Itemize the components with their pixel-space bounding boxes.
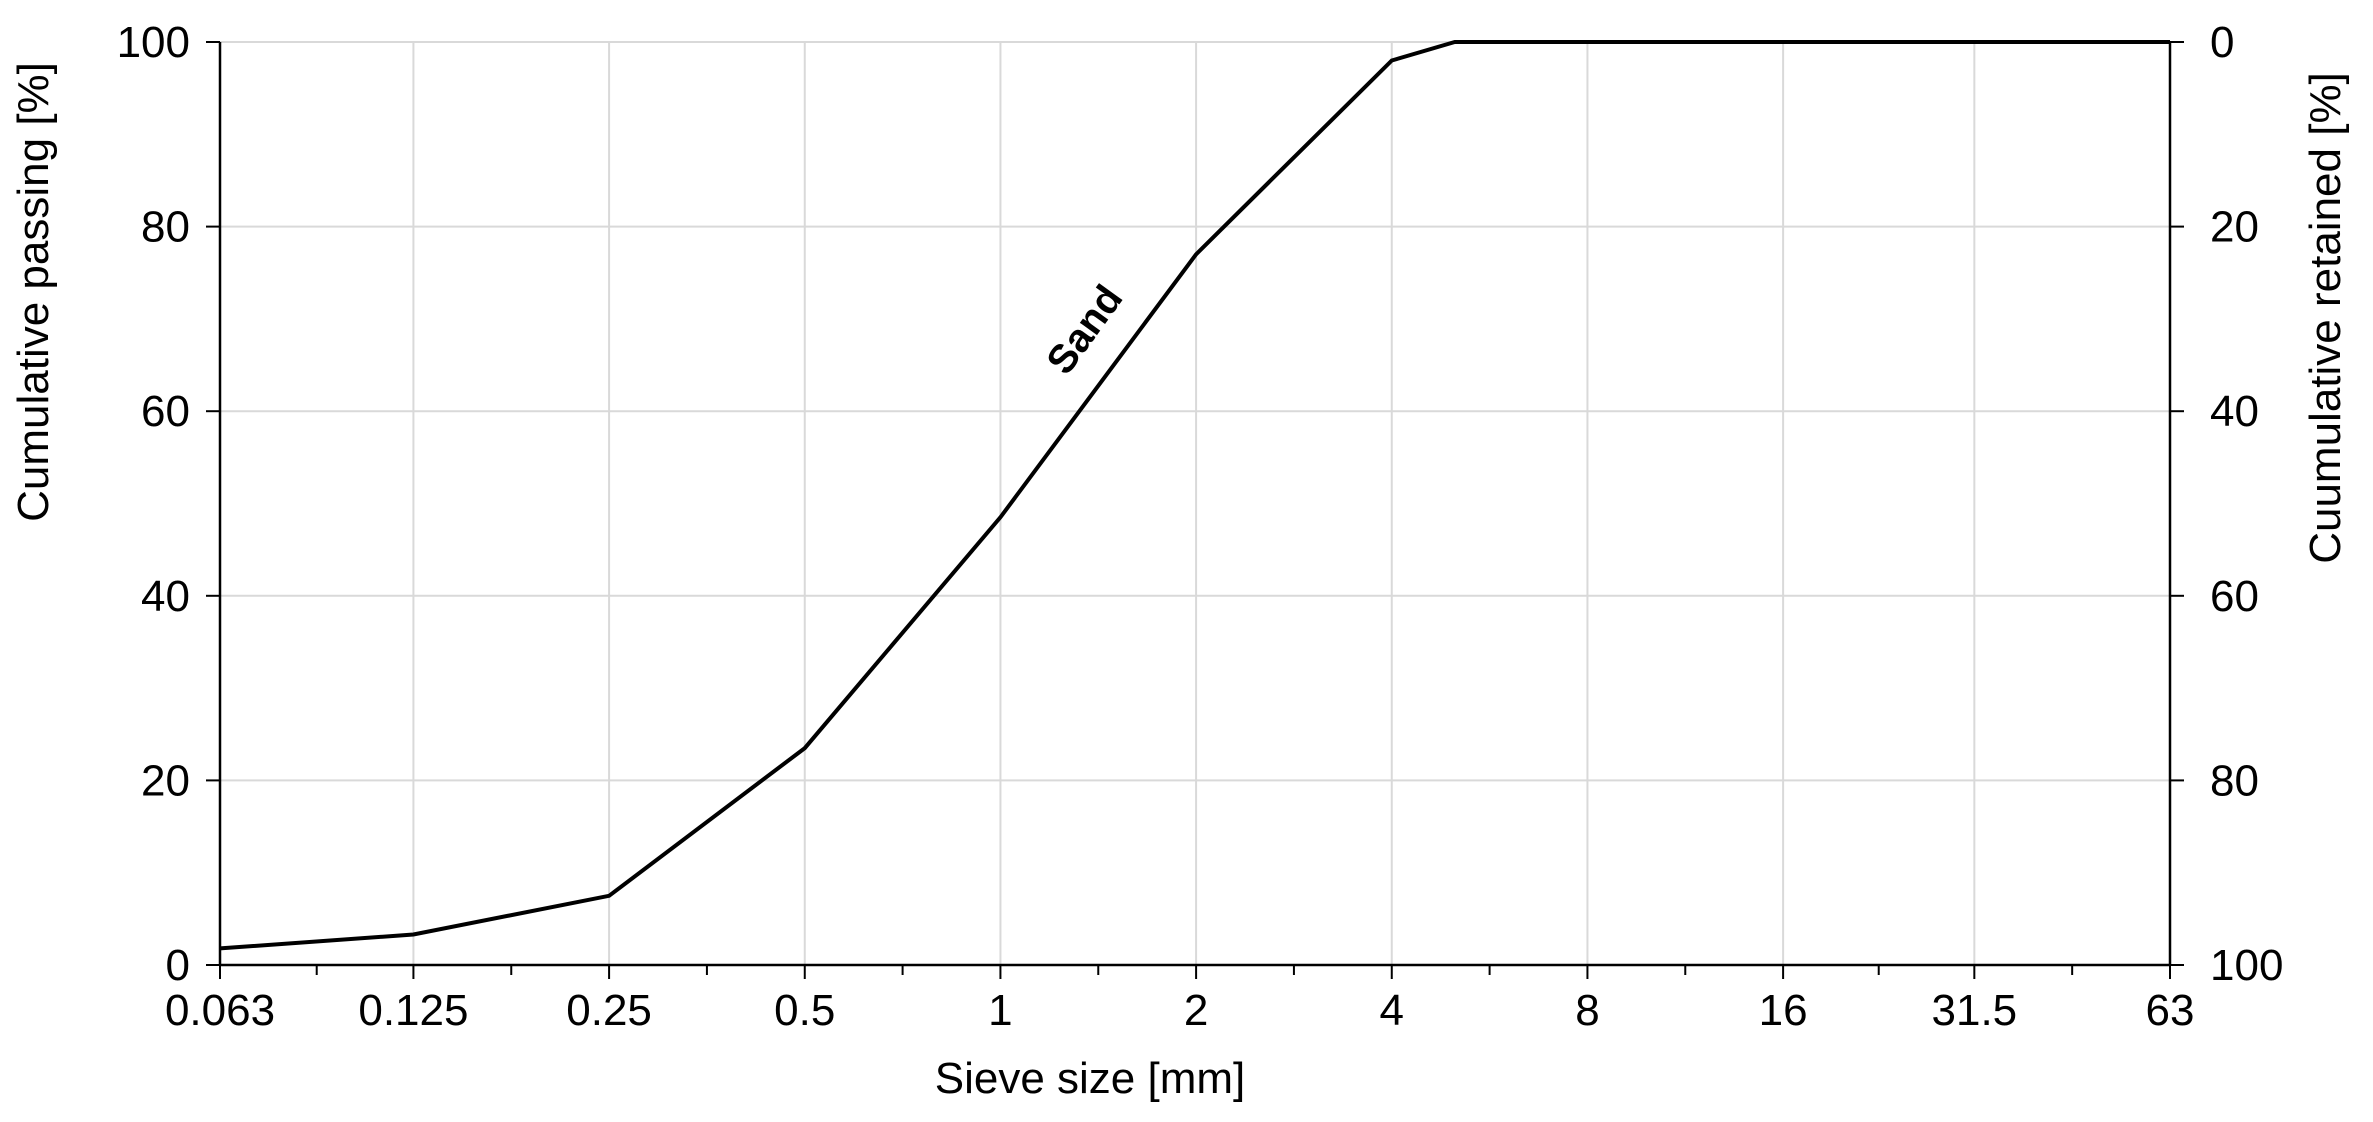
y-tick-label: 60 (141, 387, 190, 436)
y2-tick-label: 100 (2210, 941, 2283, 990)
x-tick-label: 16 (1759, 986, 1808, 1035)
x-tick-label: 4 (1380, 986, 1404, 1035)
data-series (219, 40, 2170, 951)
series-line-sand (219, 40, 2170, 951)
x-tick-label: 63 (2146, 986, 2195, 1035)
x-tick-label: 2 (1184, 986, 1208, 1035)
y-tick-label: 40 (141, 572, 190, 621)
y-tick-label: 20 (141, 756, 190, 805)
series-annotation-label: Sand (1038, 277, 1131, 382)
x-tick-label: 0.063 (165, 986, 275, 1035)
y2-tick-label: 60 (2210, 572, 2259, 621)
x-tick-label: 1 (988, 986, 1012, 1035)
axes (206, 41, 2184, 979)
x-tick-label: 0.125 (358, 986, 468, 1035)
y2-tick-label: 0 (2210, 18, 2234, 67)
y-tick-label: 80 (141, 203, 190, 252)
x-tick-label: 0.5 (774, 986, 835, 1035)
y2-axis-title: Cuumulative retained [%] (2301, 72, 2350, 564)
x-tick-label: 0.25 (566, 986, 652, 1035)
x-tick-label: 8 (1575, 986, 1599, 1035)
y2-tick-label: 40 (2210, 387, 2259, 436)
x-axis-title: Sieve size [mm] (935, 1054, 1246, 1103)
grid-lines (220, 41, 2170, 965)
y2-tick-label: 80 (2210, 756, 2259, 805)
y2-tick-label: 20 (2210, 203, 2259, 252)
y-tick-label: 0 (166, 941, 190, 990)
x-tick-label: 31.5 (1932, 986, 2018, 1035)
y-tick-label: 100 (117, 18, 190, 67)
y-axis-title: Cumulative passing [%] (9, 62, 58, 522)
